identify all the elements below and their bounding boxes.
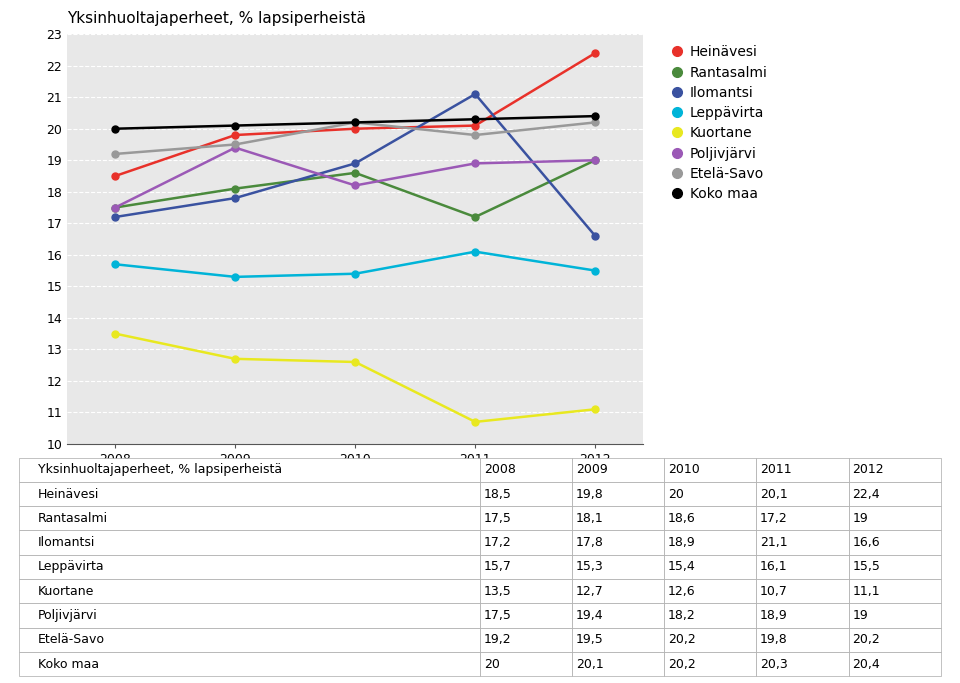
- Legend: Heinävesi, Rantasalmi, Ilomantsi, Leppävirta, Kuortane, Poljivjärvi, Etelä-Savo,: Heinävesi, Rantasalmi, Ilomantsi, Leppäv…: [667, 41, 772, 205]
- Text: Yksinhuoltajaperheet, % lapsiperheistä: Yksinhuoltajaperheet, % lapsiperheistä: [67, 11, 366, 26]
